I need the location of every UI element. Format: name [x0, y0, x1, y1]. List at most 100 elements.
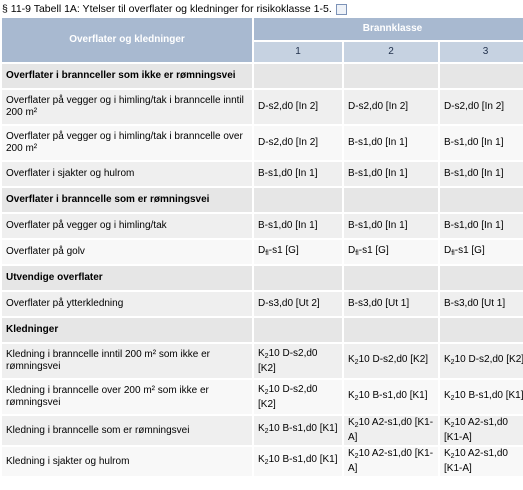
text: 10 B-s1,d0 [K1]: [358, 389, 428, 401]
text: 10 A2-s1,d0 [K1-A]: [348, 417, 434, 443]
text: 10 A2-s1,d0 [K1-A]: [348, 448, 434, 474]
cell: B-s1,d0 [In 1]: [254, 162, 342, 186]
text: K: [444, 417, 451, 428]
text: K: [444, 448, 451, 459]
title: § 11-9 Tabell 1A: Ytelser til overflater…: [2, 3, 332, 15]
row: Kledning i branncelle som er rømningsvei…: [2, 416, 523, 445]
subscript: 2: [354, 394, 359, 402]
text: 10 A2-s1,d0 [K1-A]: [444, 448, 508, 474]
cell: B-s1,d0 [In 1]: [344, 214, 438, 238]
row: Kledning i sjakter og hulrom K210 B-s1,d0…: [2, 447, 523, 476]
cell: B-s1,d0 [In 1]: [344, 162, 438, 186]
section-label: Utvendige overflater: [2, 266, 252, 290]
cell: B-s1,d0 [In 1]: [440, 162, 523, 186]
subscript: 2: [354, 422, 359, 429]
cell: B-s1,d0 [In 1]: [440, 214, 523, 238]
text: 10 D-s2,d0 [K2]: [358, 353, 429, 365]
text: 10 B-s1,d0 [K1]: [454, 389, 523, 401]
subscript: 2: [450, 394, 455, 402]
empty-cell: [440, 188, 523, 212]
row: Overflater på vegger og i himling/tak i …: [2, 126, 523, 160]
text: 10 D-s2,d0 [K2]: [258, 347, 318, 374]
row: Overflater i sjakter og hulrom B-s1,d0 [I…: [2, 162, 523, 186]
cell: D-s2,d0 [In 2]: [440, 90, 523, 124]
header-column: 1: [254, 42, 342, 62]
cell: D-s2,d0 [In 2]: [254, 126, 342, 160]
text: K: [348, 353, 355, 365]
cell: K210 D-s2,d0 [K2]: [254, 380, 342, 414]
table-body: Overflater i brannceller som ikke er røm…: [2, 64, 523, 476]
row-label: Overflater på ytterkledning: [2, 292, 252, 316]
cell: K210 B-s1,d0 [K1]: [440, 380, 523, 414]
text: K: [258, 423, 265, 434]
cell: K210 B-s1,d0 [K1]: [344, 380, 438, 414]
text: 10 B-s1,d0 [K1]: [268, 423, 338, 434]
image-icon: [335, 3, 347, 15]
row-label: Overflater i sjakter og hulrom: [2, 162, 252, 186]
subscript: 2: [450, 453, 455, 460]
row-label: Kledning i sjakter og hulrom: [2, 447, 252, 476]
row-label: Overflater på vegger og i himling/tak i …: [2, 90, 252, 124]
row-label: Overflater på vegger og i himling/tak: [2, 214, 252, 238]
cell: B-s1,d0 [In 1]: [344, 126, 438, 160]
row: Overflater i brannceller som ikke er røm…: [2, 64, 523, 88]
text: -s1 [G]: [268, 244, 299, 256]
text: K: [348, 417, 355, 428]
row: Overflater på vegger og i himling/tak B-s…: [2, 214, 523, 238]
row-label: Kledning i branncelle over 200 m² som ik…: [2, 380, 252, 414]
subscript: fl: [451, 249, 455, 257]
section-label: Overflater i branncelle som er rømningsv…: [2, 188, 252, 212]
cell: D-s2,d0 [In 2]: [344, 90, 438, 124]
row: Overflater på ytterkledning D-s3,d0 [Ut 2…: [2, 292, 523, 316]
header-group: Brannklasse: [254, 18, 523, 40]
row: Kledning i branncelle over 200 m² som ik…: [2, 380, 523, 414]
row: Kledning i branncelle inntil 200 m² som …: [2, 344, 523, 378]
subscript: 2: [264, 388, 269, 396]
empty-cell: [344, 188, 438, 212]
header-first: Overflater og kledninger: [2, 18, 252, 62]
empty-cell: [254, 266, 342, 290]
cell: Dfl-s1 [G]: [344, 240, 438, 264]
empty-cell: [344, 266, 438, 290]
empty-cell: [344, 64, 438, 88]
text: 10 A2-s1,d0 [K1-A]: [444, 417, 508, 443]
text: K: [348, 448, 355, 459]
cell: B-s3,d0 [Ut 1]: [344, 292, 438, 316]
section-label: Kledninger: [2, 318, 252, 342]
cell: B-s1,d0 [In 1]: [254, 214, 342, 238]
cell: K210 D-s2,d0 [K2]: [254, 344, 342, 378]
subscript: 2: [450, 422, 455, 429]
text: -s1 [G]: [454, 244, 485, 256]
text: D: [348, 244, 356, 256]
text: K: [258, 347, 265, 359]
row: Kledninger: [2, 318, 523, 342]
text: K: [348, 389, 355, 401]
text: 10 B-s1,d0 [K1]: [268, 454, 338, 465]
header-column: 3: [440, 42, 523, 62]
row-label: Kledning i branncelle inntil 200 m² som …: [2, 344, 252, 378]
row-label: Overflater på vegger og i himling/tak i …: [2, 126, 252, 160]
text: K: [444, 389, 451, 401]
row: Overflater på vegger og i himling/tak i …: [2, 90, 523, 124]
empty-cell: [254, 64, 342, 88]
subscript: 2: [354, 453, 359, 460]
cell: K210 A2-s1,d0 [K1-A]: [440, 416, 523, 445]
text: K: [258, 454, 265, 465]
cell: K210 A2-s1,d0 [K1-A]: [440, 447, 523, 476]
row: Overflater på golv Dfl-s1 [G] Dfl-s1 [G] Df…: [2, 240, 523, 264]
subscript: 2: [264, 428, 269, 435]
row-label: Overflater på golv: [2, 240, 252, 264]
cell: B-s1,d0 [In 1]: [440, 126, 523, 160]
cell: K210 B-s1,d0 [K1]: [254, 447, 342, 476]
cell: D-s2,d0 [In 2]: [254, 90, 342, 124]
header-column: 2: [344, 42, 438, 62]
subscript: 2: [264, 459, 269, 466]
section-label: Overflater i brannceller som ikke er røm…: [2, 64, 252, 88]
row: Utvendige overflater: [2, 266, 523, 290]
cell: D-s3,d0 [Ut 2]: [254, 292, 342, 316]
text: -s1 [G]: [358, 244, 389, 256]
empty-cell: [254, 188, 342, 212]
cell: B-s3,d0 [Ut 1]: [440, 292, 523, 316]
